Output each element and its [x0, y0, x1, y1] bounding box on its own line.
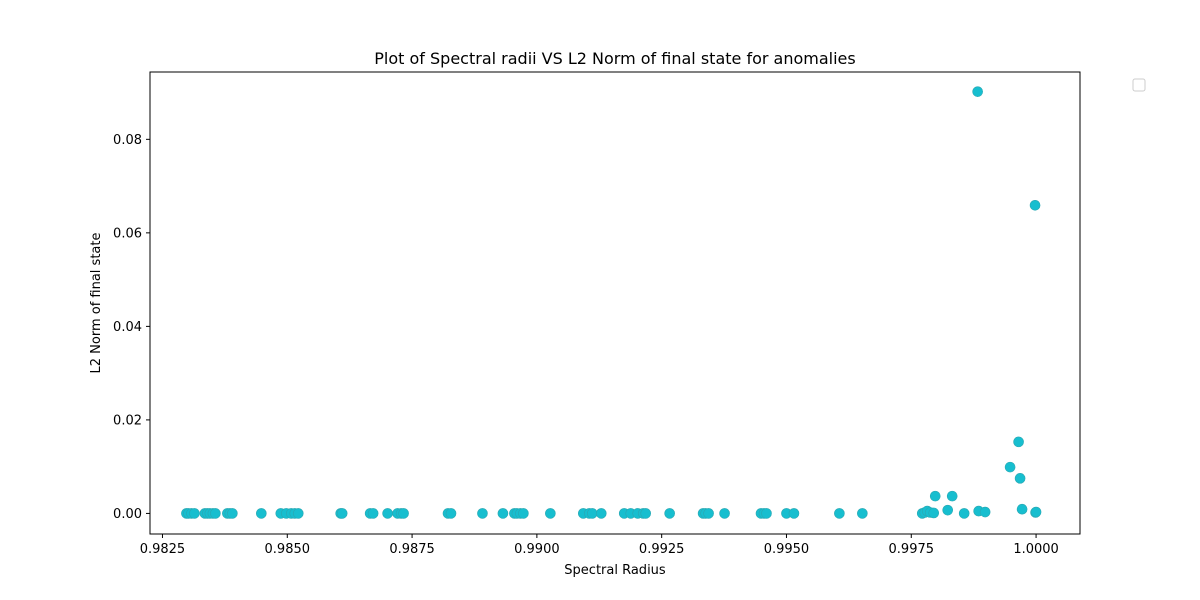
data-point — [256, 508, 267, 519]
data-point — [788, 508, 800, 519]
data-point — [477, 508, 488, 519]
x-tick-label: 0.9875 — [389, 542, 435, 557]
data-point — [210, 508, 221, 519]
y-tick-label: 0.00 — [113, 507, 142, 522]
data-point — [336, 508, 348, 519]
data-point — [1030, 506, 1042, 518]
legend — [1132, 78, 1146, 92]
data-point — [929, 490, 941, 502]
x-tick-label: 0.9825 — [140, 542, 186, 557]
data-point — [979, 506, 991, 518]
data-point — [545, 508, 556, 519]
data-point — [595, 508, 607, 519]
data-point — [1013, 436, 1024, 448]
x-axis-label: Spectral Radius — [564, 563, 666, 578]
data-point — [398, 508, 409, 519]
x-tick-label: 0.9950 — [764, 542, 810, 557]
data-point — [189, 508, 200, 519]
data-point — [942, 504, 954, 516]
data-point — [382, 508, 393, 519]
data-point — [834, 508, 845, 519]
data-point — [292, 508, 304, 519]
y-axis-label: L2 Norm of final state — [89, 233, 104, 374]
data-point — [640, 508, 652, 519]
data-point — [972, 86, 983, 97]
data-point — [958, 508, 970, 519]
data-point — [497, 508, 509, 519]
x-tick-label: 1.0000 — [1013, 542, 1059, 557]
data-point — [1004, 461, 1016, 473]
data-point — [719, 508, 730, 519]
x-tick-label: 0.9975 — [889, 542, 935, 557]
data-point — [664, 508, 675, 519]
data-point — [946, 490, 958, 502]
y-tick-label: 0.08 — [113, 133, 142, 148]
y-tick-label: 0.02 — [113, 413, 142, 428]
data-point — [761, 508, 772, 519]
data-point — [518, 508, 529, 519]
data-points — [181, 86, 1042, 519]
plot-area-frame — [149, 71, 1081, 535]
y-axis: 0.00 0.02 0.04 0.06 0.08 — [113, 133, 150, 522]
x-tick-label: 0.9900 — [514, 542, 560, 557]
data-point — [367, 508, 379, 519]
x-tick-label: 0.9850 — [265, 542, 311, 557]
data-point — [445, 508, 457, 519]
data-point — [1029, 199, 1041, 211]
data-point — [1014, 473, 1026, 484]
x-axis: 0.9825 0.9850 0.9875 0.9900 0.9925 0.9950 0.99… — [140, 534, 1059, 557]
chart-title: Plot of Spectral radii VS L2 Norm of fin… — [374, 49, 855, 68]
data-point — [928, 507, 940, 519]
x-tick-label: 0.9925 — [639, 542, 685, 557]
data-point — [586, 508, 598, 519]
y-tick-label: 0.04 — [113, 320, 142, 335]
data-point — [857, 508, 868, 519]
y-tick-label: 0.06 — [113, 226, 142, 241]
data-point — [1016, 503, 1028, 515]
data-point — [227, 508, 238, 519]
data-point — [703, 508, 714, 519]
